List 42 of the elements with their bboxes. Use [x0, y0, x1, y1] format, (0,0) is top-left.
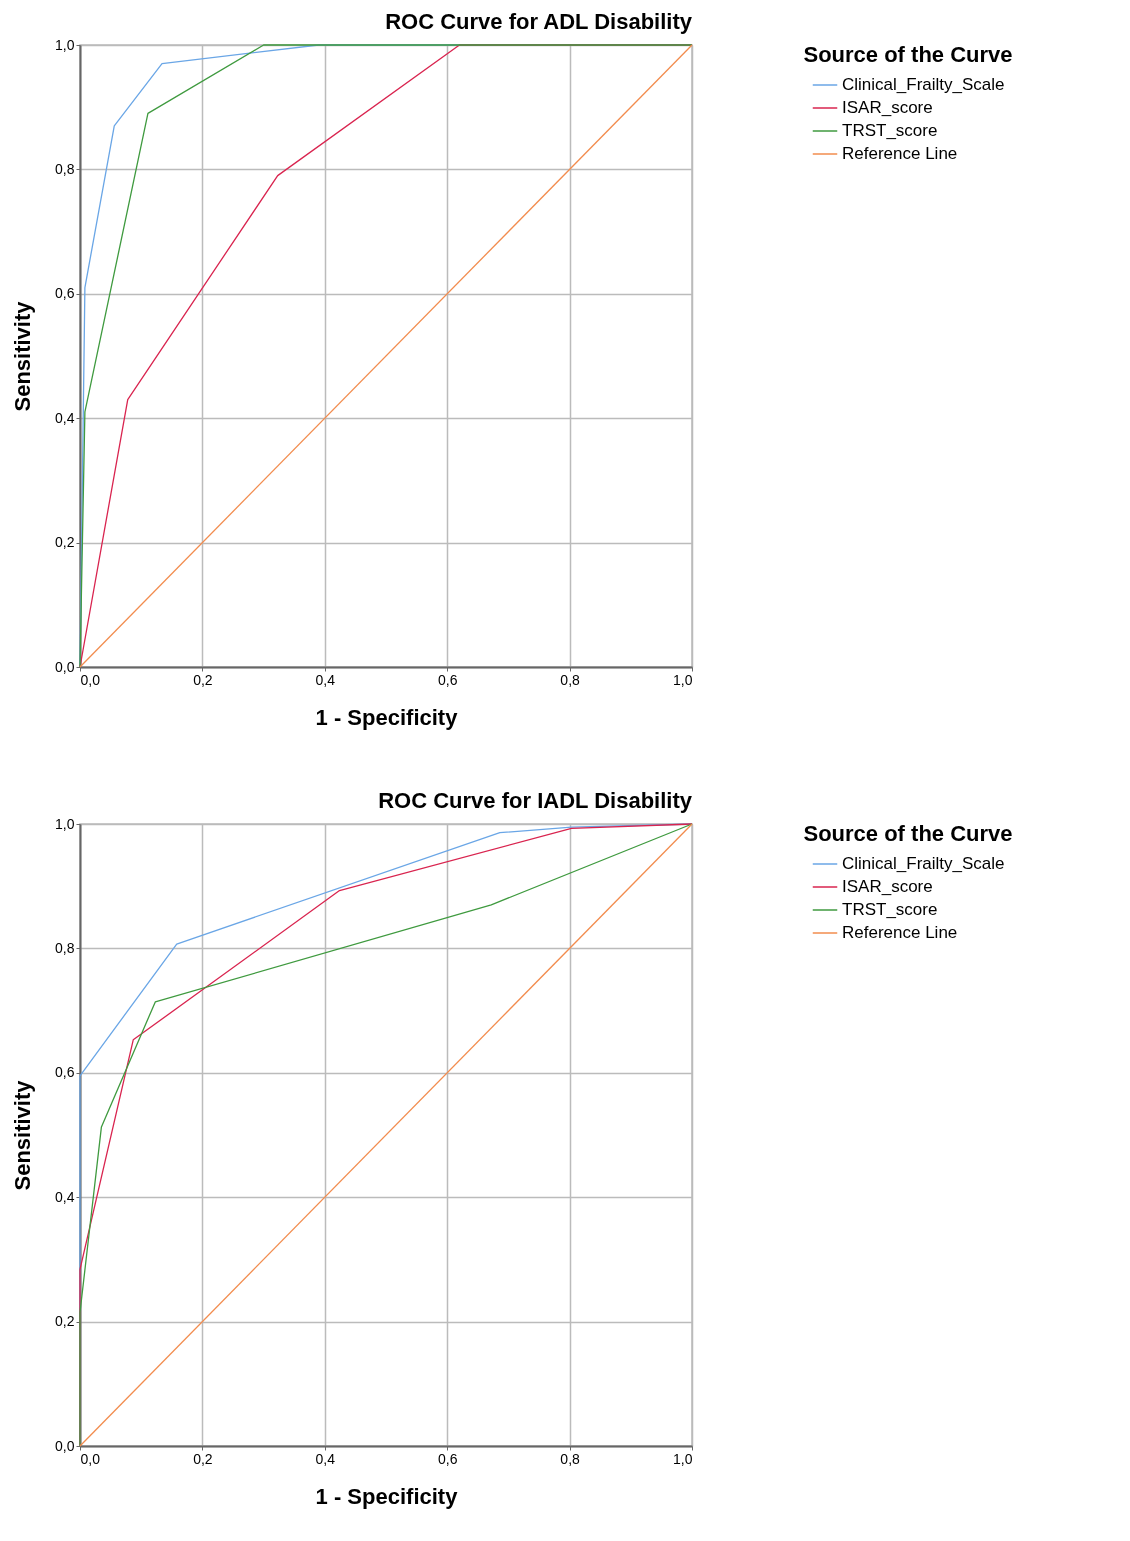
y-tick-label: 0,6	[55, 1064, 75, 1081]
x-tick-label: 1,0	[673, 671, 693, 688]
x-tick-label: 0,0	[80, 671, 101, 688]
y-tick-label: 0,8	[55, 939, 75, 956]
line-series	[79, 823, 693, 1447]
y-axis-title: Sensitivity	[10, 300, 36, 412]
x-axis-title: 1 - Specificity	[315, 704, 459, 730]
line-series	[79, 44, 693, 668]
legend-label: Reference Line	[842, 923, 958, 942]
x-tick-label: 0,0	[80, 1450, 101, 1467]
y-tick-label: 0,8	[55, 160, 75, 177]
legend-label: TRST_score	[842, 900, 938, 919]
y-tick-label: 0,0	[55, 1437, 75, 1454]
y-tick-label: 0,2	[55, 534, 75, 551]
legend-label: Clinical_Frailty_Scale	[842, 854, 1005, 873]
x-tick-label: 0,8	[560, 671, 581, 688]
y-tick-label: 0,4	[55, 409, 75, 426]
y-tick-label: 0,4	[55, 1188, 75, 1205]
y-tick-label: 1,0	[55, 36, 75, 53]
x-tick-label: 0,6	[437, 671, 458, 688]
legend-title: Source of the Curve	[803, 821, 1013, 846]
y-tick-label: 0,2	[55, 1313, 75, 1330]
x-axis-title: 1 - Specificity	[315, 1483, 459, 1509]
legend-label: TRST_score	[842, 121, 938, 140]
legend-title: Source of the Curve	[803, 42, 1013, 67]
legend-label: Reference Line	[842, 144, 958, 163]
x-tick-label: 0,8	[560, 1450, 581, 1467]
chart-title: ROC Curve for ADL Disability	[385, 9, 693, 34]
x-tick-label: 1,0	[673, 1450, 693, 1467]
y-tick-label: 0,6	[55, 285, 75, 302]
y-tick-label: 1,0	[55, 815, 75, 832]
legend-label: ISAR_score	[842, 98, 933, 117]
x-tick-label: 0,4	[315, 1450, 336, 1467]
legend-label: ISAR_score	[842, 877, 933, 896]
x-tick-label: 0,2	[193, 1450, 213, 1467]
y-tick-label: 0,0	[55, 658, 75, 675]
x-tick-label: 0,6	[437, 1450, 458, 1467]
legend-label: Clinical_Frailty_Scale	[842, 75, 1005, 94]
x-tick-label: 0,2	[193, 671, 213, 688]
chart-title: ROC Curve for IADL Disability	[378, 788, 693, 813]
x-tick-label: 0,4	[315, 671, 336, 688]
y-axis-title: Sensitivity	[10, 1079, 36, 1191]
